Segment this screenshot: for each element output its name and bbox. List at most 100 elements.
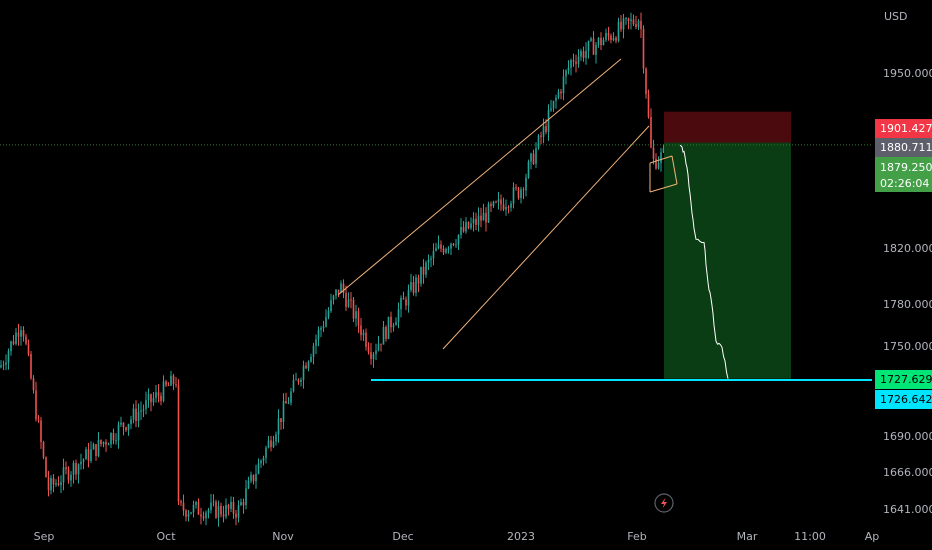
candle-body xyxy=(395,321,397,326)
candle-body xyxy=(280,418,282,422)
stop-loss-zone[interactable] xyxy=(664,111,791,144)
stop-loss-price-label: 1901.427 xyxy=(880,122,932,135)
time-axis[interactable]: Sep Oct Nov Dec 2023 Feb Mar 11:00 Ap xyxy=(34,530,880,543)
take-profit-zone[interactable] xyxy=(664,142,791,379)
candle-body xyxy=(197,501,200,515)
candle-body xyxy=(115,440,117,442)
candle-body xyxy=(142,409,145,411)
candle-body xyxy=(90,449,92,461)
candle-body xyxy=(417,277,420,284)
flag-lower-line[interactable] xyxy=(649,183,678,193)
candle-body xyxy=(232,501,235,514)
x-tick-label: Dec xyxy=(392,530,413,543)
candle-body xyxy=(377,343,380,351)
candle-body xyxy=(237,505,240,518)
candle-body xyxy=(562,76,565,94)
candle-body xyxy=(105,441,107,445)
candle-body xyxy=(452,243,455,245)
candle-body xyxy=(627,18,630,22)
candle-body xyxy=(307,361,310,369)
candle-body xyxy=(180,501,182,503)
candle-body xyxy=(500,199,502,205)
candle-body xyxy=(570,60,572,68)
lightning-icon-ring xyxy=(654,493,674,513)
take-profit-price-badge xyxy=(875,370,932,389)
candle-body xyxy=(325,317,327,327)
candle-body xyxy=(300,379,302,382)
candle-body xyxy=(592,38,595,55)
candle-body xyxy=(482,212,485,221)
candle-body xyxy=(62,467,65,483)
countdown-label: 02:26:04 xyxy=(880,177,929,190)
candle-body xyxy=(292,379,295,392)
candle-body xyxy=(5,362,7,365)
candle-body xyxy=(637,20,640,28)
lightning-icon[interactable] xyxy=(654,493,674,513)
y-tick-label: 1641.000 xyxy=(883,503,932,516)
flag-upper-line[interactable] xyxy=(649,155,673,164)
candle-body xyxy=(510,203,512,208)
candle-body xyxy=(145,400,147,410)
candle-body xyxy=(227,504,230,509)
candle-body xyxy=(67,469,70,481)
candle-body xyxy=(230,501,232,509)
candle-body xyxy=(602,39,605,46)
candle-body xyxy=(175,384,177,386)
candle-body xyxy=(192,504,195,513)
candle-body xyxy=(330,300,332,312)
candle-body xyxy=(535,148,537,164)
flag-right-line[interactable] xyxy=(671,155,678,185)
x-tick-label: Mar xyxy=(737,530,758,543)
candle-body xyxy=(367,347,370,353)
candle-body xyxy=(267,440,270,448)
candle-body xyxy=(447,248,450,250)
candle-body xyxy=(167,385,170,387)
candle-body xyxy=(10,341,12,352)
candle-body xyxy=(455,244,457,246)
candle-body xyxy=(490,204,492,206)
drawings[interactable] xyxy=(0,58,872,381)
price-axis[interactable]: USD 1950.000 1820.000 1780.000 1750.000 1690… xyxy=(883,10,932,516)
candle-body xyxy=(432,250,435,259)
candle-body xyxy=(472,218,475,224)
candle-body xyxy=(365,332,367,348)
candle-body xyxy=(380,343,382,345)
candle-body xyxy=(422,266,425,275)
candle-body xyxy=(30,354,32,379)
candle-body xyxy=(157,392,160,396)
candle-body xyxy=(392,325,395,328)
channel-lower-line[interactable] xyxy=(442,125,650,350)
candle-body xyxy=(610,35,612,40)
candle-body xyxy=(37,419,40,421)
candle-body xyxy=(465,222,467,232)
candle-body xyxy=(525,177,527,191)
candle-body xyxy=(577,56,580,64)
candle-body xyxy=(107,444,110,446)
candle-body xyxy=(557,91,560,98)
x-tick-label: Oct xyxy=(156,530,176,543)
candle-body xyxy=(120,422,122,425)
candle-body xyxy=(642,29,645,69)
candle-body xyxy=(372,354,375,360)
candle-body xyxy=(82,459,85,462)
candle-body xyxy=(160,395,162,401)
candle-body xyxy=(407,289,410,306)
candle-body xyxy=(502,204,505,210)
y-tick-label: 1820.000 xyxy=(883,242,932,255)
candle-body xyxy=(265,447,267,458)
candle-body xyxy=(505,207,507,210)
channel-upper-line[interactable] xyxy=(337,58,622,296)
candle-body xyxy=(25,336,27,344)
candle-body xyxy=(582,51,585,58)
candles xyxy=(0,12,680,527)
candle-body xyxy=(295,379,297,381)
candle-body xyxy=(567,67,570,71)
support-price-label: 1726.642 xyxy=(880,393,932,406)
candle-body xyxy=(80,461,82,465)
candle-body xyxy=(150,394,152,403)
candle-body xyxy=(345,292,347,307)
candle-body xyxy=(195,501,197,505)
candle-body xyxy=(530,153,532,162)
